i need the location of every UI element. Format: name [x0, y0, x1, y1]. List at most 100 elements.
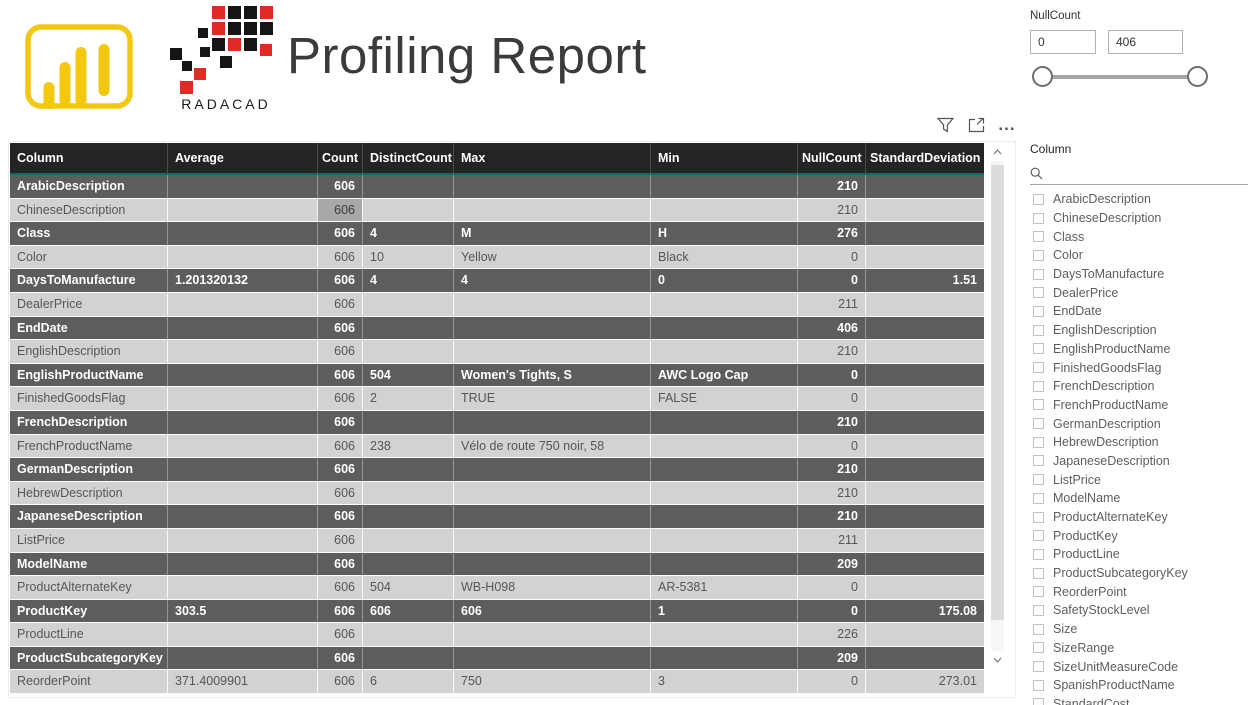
- table-row[interactable]: DealerPrice 606 211: [10, 292, 984, 317]
- table-cell[interactable]: [167, 363, 317, 387]
- table-cell[interactable]: [453, 198, 650, 222]
- table-cell[interactable]: 0: [797, 269, 865, 292]
- table-cell[interactable]: 238: [362, 434, 453, 458]
- table-cell[interactable]: [362, 198, 453, 222]
- table-cell[interactable]: [865, 198, 984, 222]
- table-cell[interactable]: 406: [797, 316, 865, 340]
- checkbox-icon[interactable]: [1033, 324, 1044, 336]
- table-cell[interactable]: [167, 481, 317, 505]
- table-cell[interactable]: ListPrice: [17, 532, 65, 547]
- table-cell[interactable]: 276: [797, 222, 865, 245]
- table-cell[interactable]: GermanDescription: [17, 462, 134, 477]
- table-cell[interactable]: [865, 340, 984, 363]
- checkbox-icon[interactable]: [1033, 567, 1044, 579]
- table-row[interactable]: ListPrice 606 211: [10, 528, 984, 553]
- checkbox-icon[interactable]: [1033, 698, 1044, 705]
- table-cell[interactable]: 606: [317, 623, 362, 646]
- table-cell[interactable]: 0: [797, 576, 865, 599]
- filter-icon[interactable]: [936, 116, 954, 134]
- table-cell[interactable]: [362, 481, 453, 505]
- table-row[interactable]: ProductKey 303.5 606 606 606 1 0 175.08: [10, 599, 984, 624]
- table-cell[interactable]: [453, 623, 650, 646]
- table-row[interactable]: DaysToManufacture 1.201320132 606 4 4 0 0 1.51: [10, 269, 984, 293]
- table-cell[interactable]: [362, 552, 453, 576]
- table-cell[interactable]: [865, 481, 984, 505]
- table-cell[interactable]: 210: [797, 458, 865, 481]
- table-cell[interactable]: Class: [17, 226, 51, 241]
- slicer-item-Color[interactable]: Color: [1030, 246, 1248, 265]
- table-cell[interactable]: [362, 340, 453, 363]
- table-row[interactable]: EndDate 606 406: [10, 316, 984, 341]
- table-cell[interactable]: Yellow: [453, 245, 650, 269]
- table-cell[interactable]: [362, 458, 453, 481]
- table-cell[interactable]: [362, 505, 453, 528]
- table-cell[interactable]: [453, 528, 650, 552]
- table-cell[interactable]: [865, 623, 984, 646]
- checkbox-icon[interactable]: [1033, 642, 1044, 654]
- table-cell[interactable]: EnglishProductName: [17, 367, 144, 382]
- table-cell[interactable]: 1.201320132: [167, 269, 317, 292]
- checkbox-icon[interactable]: [1033, 399, 1044, 411]
- table-cell[interactable]: ProductLine: [17, 627, 84, 642]
- vertical-scrollbar[interactable]: [990, 145, 1005, 667]
- slicer-item-ListPrice[interactable]: ListPrice: [1030, 470, 1248, 489]
- table-cell[interactable]: 10: [362, 245, 453, 269]
- table-cell[interactable]: 606: [317, 292, 362, 316]
- checkbox-icon[interactable]: [1033, 380, 1044, 392]
- table-cell[interactable]: 175.08: [865, 599, 984, 623]
- table-cell[interactable]: 210: [797, 481, 865, 505]
- table-row[interactable]: Color 606 10 Yellow Black 0: [10, 245, 984, 270]
- scroll-up-icon[interactable]: [990, 145, 1005, 159]
- table-cell[interactable]: [167, 292, 317, 316]
- checkbox-icon[interactable]: [1033, 249, 1044, 261]
- nullcount-min-input[interactable]: [1030, 30, 1096, 54]
- table-cell[interactable]: 606: [317, 316, 362, 340]
- table-cell[interactable]: 606: [317, 175, 362, 198]
- table-cell[interactable]: HebrewDescription: [17, 485, 123, 500]
- table-cell[interactable]: [167, 552, 317, 576]
- table-cell[interactable]: 4: [362, 269, 453, 292]
- table-cell[interactable]: [650, 175, 797, 198]
- checkbox-icon[interactable]: [1033, 511, 1044, 523]
- table-row[interactable]: JapaneseDescription 606 210: [10, 505, 984, 529]
- slicer-item-SizeUnitMeasureCode[interactable]: SizeUnitMeasureCode: [1030, 657, 1248, 676]
- column-header-average[interactable]: Average: [167, 143, 317, 173]
- table-row[interactable]: EnglishProductName 606 504 Women's Tights, …: [10, 363, 984, 388]
- table-cell[interactable]: 210: [797, 198, 865, 222]
- table-cell[interactable]: 0: [797, 599, 865, 623]
- table-cell[interactable]: 606: [317, 387, 362, 410]
- table-row[interactable]: EnglishDescription 606 210: [10, 340, 984, 364]
- table-cell[interactable]: FinishedGoodsFlag: [17, 391, 126, 406]
- table-cell[interactable]: [650, 481, 797, 505]
- checkbox-icon[interactable]: [1033, 679, 1044, 691]
- checkbox-icon[interactable]: [1033, 362, 1044, 374]
- table-cell[interactable]: [362, 528, 453, 552]
- table-cell[interactable]: [167, 576, 317, 599]
- table-cell[interactable]: 4: [362, 222, 453, 245]
- table-cell[interactable]: [453, 340, 650, 363]
- table-cell[interactable]: [167, 434, 317, 458]
- checkbox-icon[interactable]: [1033, 212, 1044, 224]
- table-cell[interactable]: 606: [317, 646, 362, 670]
- table-cell[interactable]: ChineseDescription: [17, 202, 126, 217]
- slicer-item-HebrewDescription[interactable]: HebrewDescription: [1030, 433, 1248, 452]
- table-cell[interactable]: 209: [797, 646, 865, 670]
- scrollbar-track[interactable]: [991, 161, 1004, 651]
- checkbox-icon[interactable]: [1033, 268, 1044, 280]
- table-cell[interactable]: 0: [797, 434, 865, 458]
- slicer-item-JapaneseDescription[interactable]: JapaneseDescription: [1030, 452, 1248, 471]
- nullcount-max-input[interactable]: [1108, 30, 1183, 54]
- table-cell[interactable]: [453, 481, 650, 505]
- table-cell[interactable]: [865, 434, 984, 458]
- column-header-distinctcount[interactable]: DistinctCount: [362, 143, 453, 173]
- slicer-item-FinishedGoodsFlag[interactable]: FinishedGoodsFlag: [1030, 358, 1248, 377]
- table-row[interactable]: HebrewDescription 606 210: [10, 481, 984, 506]
- table-cell[interactable]: [865, 458, 984, 481]
- slicer-item-ArabicDescription[interactable]: ArabicDescription: [1030, 190, 1248, 209]
- column-header-nullcount[interactable]: NullCount: [797, 143, 865, 173]
- slicer-item-Size[interactable]: Size: [1030, 620, 1248, 639]
- table-cell[interactable]: [167, 623, 317, 646]
- nullcount-range-slider[interactable]: [1030, 62, 1248, 94]
- table-cell[interactable]: [650, 646, 797, 670]
- column-header-min[interactable]: Min: [650, 143, 797, 173]
